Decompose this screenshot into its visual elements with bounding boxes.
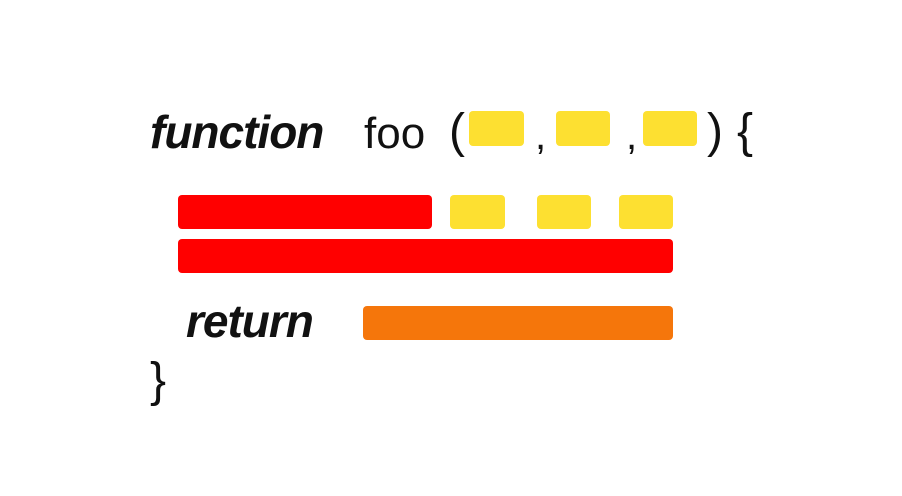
argument-placeholder-3 — [619, 195, 673, 229]
open-brace: { — [737, 105, 754, 158]
close-brace: } — [150, 354, 167, 407]
return-value-placeholder — [363, 306, 673, 340]
statement-placeholder-2 — [178, 239, 673, 273]
parameter-placeholder-2 — [556, 111, 610, 146]
close-paren: ) — [707, 105, 723, 158]
argument-placeholder-1 — [450, 195, 505, 229]
parameter-placeholder-1 — [469, 111, 524, 146]
statement-placeholder-1 — [178, 195, 432, 229]
comma-1: , — [535, 114, 547, 158]
parameter-placeholder-3 — [643, 111, 697, 146]
open-paren: ( — [449, 105, 465, 158]
keyword-return: return — [186, 295, 314, 347]
keyword-function: function — [150, 106, 324, 158]
function-name: foo — [364, 109, 426, 158]
argument-placeholder-2 — [537, 195, 591, 229]
comma-2: , — [626, 114, 638, 158]
